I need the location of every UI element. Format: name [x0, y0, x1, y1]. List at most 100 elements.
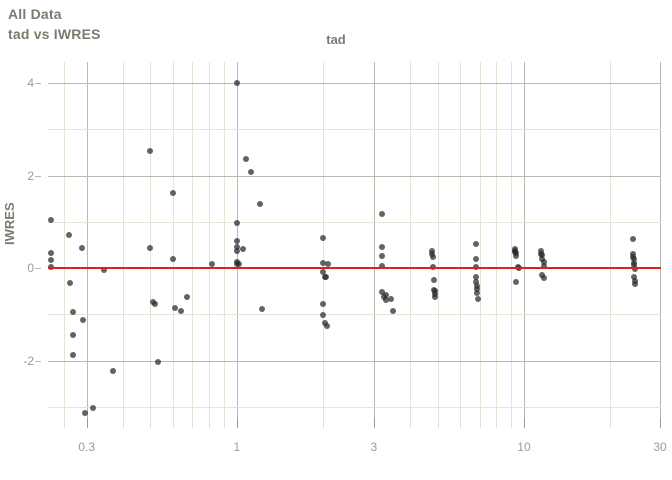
data-point [378, 253, 385, 260]
data-point [47, 264, 54, 271]
gridline-vertical-minor [223, 62, 225, 428]
data-point [47, 250, 54, 257]
gridline-vertical-minor [510, 62, 512, 428]
gridline-horizontal-minor [48, 314, 661, 316]
gridline-horizontal-minor [48, 407, 661, 409]
gridline-vertical-minor [209, 62, 210, 428]
data-point [540, 263, 547, 270]
gridline-vertical-major [373, 62, 375, 428]
x-axis-tick-major [660, 418, 661, 428]
x-axis-tick-major [523, 418, 525, 428]
data-point [170, 255, 177, 262]
data-point [382, 292, 389, 299]
data-point [247, 168, 254, 175]
data-point [69, 332, 76, 339]
gridline-vertical-major [660, 62, 661, 428]
x-axis-tick-label: 1 [233, 440, 241, 454]
chart-subtitle: tad vs IWRES [8, 26, 101, 42]
data-point [631, 266, 638, 273]
data-point [429, 254, 436, 261]
page-title: All Data [8, 6, 62, 22]
x-axis-tick-major [236, 418, 238, 428]
data-point [258, 305, 265, 312]
data-point [69, 309, 76, 316]
reference-line-zero [48, 267, 661, 269]
gridline-vertical-minor [122, 62, 124, 428]
data-point [233, 79, 240, 86]
x-axis-tick-minor [150, 422, 152, 428]
y-axis-tick [35, 268, 41, 270]
y-axis-tick-label: -2 [23, 353, 34, 368]
data-point [236, 261, 243, 268]
gridline-horizontal-major [48, 360, 661, 362]
data-point [473, 279, 480, 286]
gridline-vertical-major [86, 62, 88, 428]
x-axis-tick-minor [209, 422, 210, 428]
data-point [233, 238, 240, 245]
y-axis: 4 2 0 -2 [0, 0, 48, 480]
data-point [429, 264, 436, 271]
y-axis-tick-label: 2 [27, 168, 34, 183]
data-point [473, 282, 480, 289]
x-axis-tick-minor [223, 422, 225, 428]
gridline-horizontal-minor [48, 221, 661, 223]
data-point [80, 317, 87, 324]
data-point [539, 271, 546, 278]
x-axis-tick-minor [510, 422, 512, 428]
data-point [81, 409, 88, 416]
y-axis-tick-label: 4 [27, 75, 34, 90]
x-axis-tick-minor [496, 422, 498, 428]
data-point [538, 247, 545, 254]
data-point [101, 266, 108, 273]
x-axis-tick-minor [63, 422, 65, 428]
gridline-vertical-major [523, 62, 525, 428]
data-point [382, 296, 389, 303]
data-point [233, 247, 240, 254]
x-axis-tick-label: 30 [653, 440, 667, 454]
data-point [473, 286, 480, 293]
x-axis-tick-minor [409, 422, 411, 428]
data-point [47, 216, 54, 223]
data-point [325, 261, 332, 268]
data-point [178, 307, 185, 314]
x-axis-title: tad [326, 32, 346, 47]
data-point [474, 290, 481, 297]
x-axis-tick-minor [610, 422, 612, 428]
data-point [109, 368, 116, 374]
x-axis-tick-minor [460, 422, 462, 428]
data-point [47, 256, 54, 263]
x-axis-tick-minor [479, 422, 481, 428]
data-point [631, 280, 638, 287]
data-point [472, 255, 479, 262]
data-point [432, 293, 439, 300]
data-point [233, 243, 240, 250]
data-point [183, 293, 190, 300]
data-point [147, 245, 154, 252]
data-point [147, 148, 154, 155]
x-axis-tick-minor [437, 422, 439, 428]
data-point [256, 201, 263, 208]
data-point [388, 295, 395, 302]
data-point [65, 231, 72, 238]
data-point [631, 255, 638, 262]
data-point [390, 307, 397, 314]
data-point [320, 269, 327, 276]
data-point [243, 155, 250, 162]
data-point [154, 358, 161, 365]
x-axis-tick-minor [173, 422, 175, 428]
y-axis-tick [35, 82, 41, 84]
gridline-vertical-minor [409, 62, 411, 428]
data-point [472, 264, 479, 271]
data-point [378, 244, 385, 251]
data-point [631, 273, 638, 280]
gridline-horizontal-minor [48, 129, 661, 131]
x-axis-tick-major [86, 418, 88, 428]
data-point [513, 279, 520, 286]
data-point [69, 351, 76, 358]
gridline-vertical-minor [460, 62, 462, 428]
data-point [540, 275, 547, 282]
x-axis-tick-major [373, 418, 375, 428]
data-point [320, 259, 327, 266]
scatter-plot-area [47, 62, 661, 428]
